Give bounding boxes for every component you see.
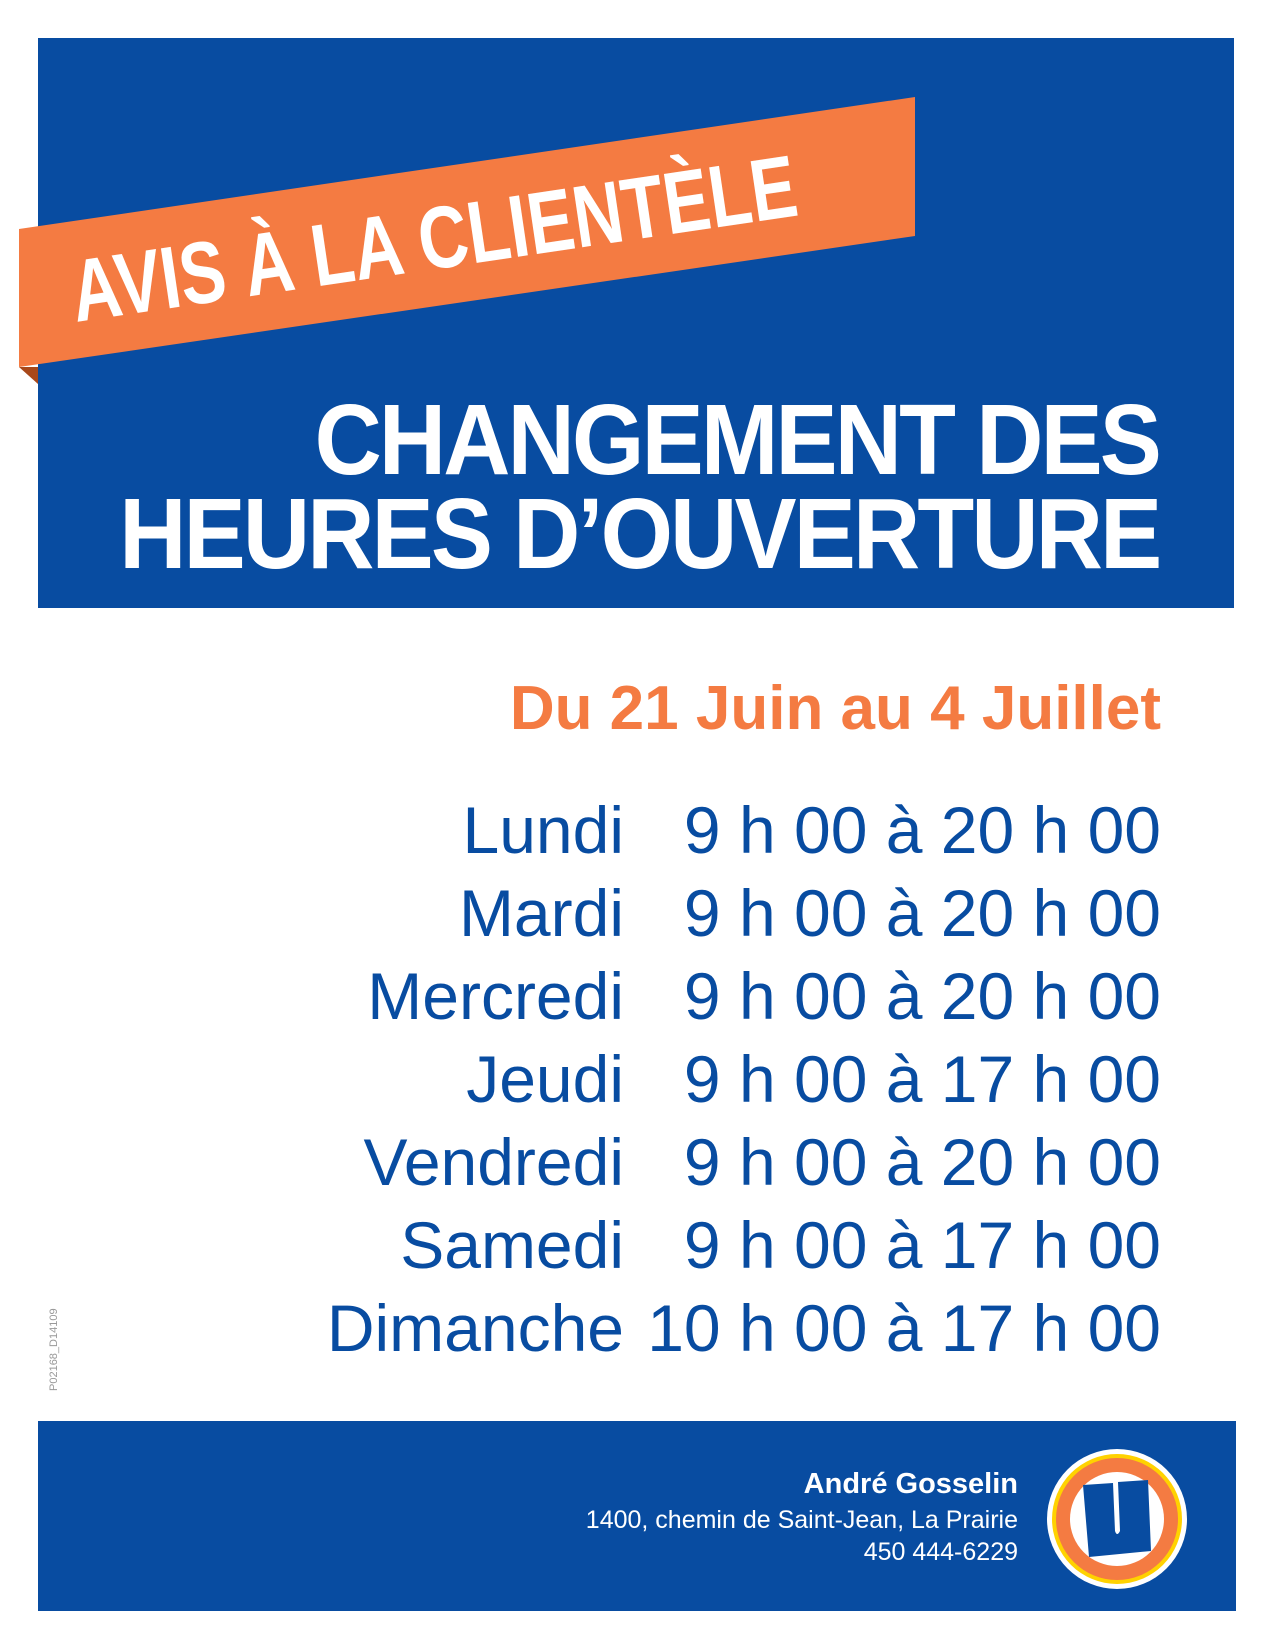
footer-panel xyxy=(38,1421,1236,1611)
schedule-row: Jeudi 9 h 00 à 17 h 00 xyxy=(0,1039,1275,1119)
store-phone: 450 444-6229 xyxy=(863,1538,1018,1566)
schedule-row: Samedi 9 h 00 à 17 h 00 xyxy=(0,1205,1275,1285)
day-label: Mercredi xyxy=(367,959,624,1033)
hours-value: 9 h 00 à 20 h 00 xyxy=(683,793,1161,867)
hours-value: 9 h 00 à 20 h 00 xyxy=(683,959,1161,1033)
schedule-row: Dimanche 10 h 00 à 17 h 00 xyxy=(0,1288,1275,1368)
title-line-1: CHANGEMENT DES xyxy=(314,384,1162,496)
hours-value: 9 h 00 à 17 h 00 xyxy=(683,1208,1161,1282)
period-text: Du 21 Juin au 4 Juillet xyxy=(509,674,1161,743)
day-label: Mardi xyxy=(458,876,624,950)
day-label: Lundi xyxy=(462,793,625,867)
store-name: André Gosselin xyxy=(803,1468,1018,1500)
title-line-2: HEURES D’OUVERTURE xyxy=(118,478,1162,590)
reference-code: P02168_D14109 xyxy=(48,1308,60,1391)
schedule-row: Vendredi 9 h 00 à 20 h 00 xyxy=(0,1122,1275,1202)
hours-value: 9 h 00 à 20 h 00 xyxy=(683,876,1161,950)
schedule-row: Lundi 9 h 00 à 20 h 00 xyxy=(0,790,1275,870)
day-label: Dimanche xyxy=(326,1291,624,1365)
notice-banner: AVIS À LA CLIENTÈLE xyxy=(19,97,915,384)
day-label: Vendredi xyxy=(363,1125,624,1199)
day-label: Samedi xyxy=(400,1208,624,1282)
hours-value: 10 h 00 à 17 h 00 xyxy=(647,1291,1161,1365)
store-logo xyxy=(1047,1449,1187,1589)
schedule-row: Mercredi 9 h 00 à 20 h 00 xyxy=(0,956,1275,1036)
hours-value: 9 h 00 à 17 h 00 xyxy=(683,1042,1161,1116)
store-address: 1400, chemin de Saint-Jean, La Prairie xyxy=(585,1506,1018,1534)
schedule-row: Mardi 9 h 00 à 20 h 00 xyxy=(0,873,1275,953)
banner-text: AVIS À LA CLIENTÈLE xyxy=(64,137,803,341)
day-label: Jeudi xyxy=(466,1042,624,1116)
hours-value: 9 h 00 à 20 h 00 xyxy=(683,1125,1161,1199)
